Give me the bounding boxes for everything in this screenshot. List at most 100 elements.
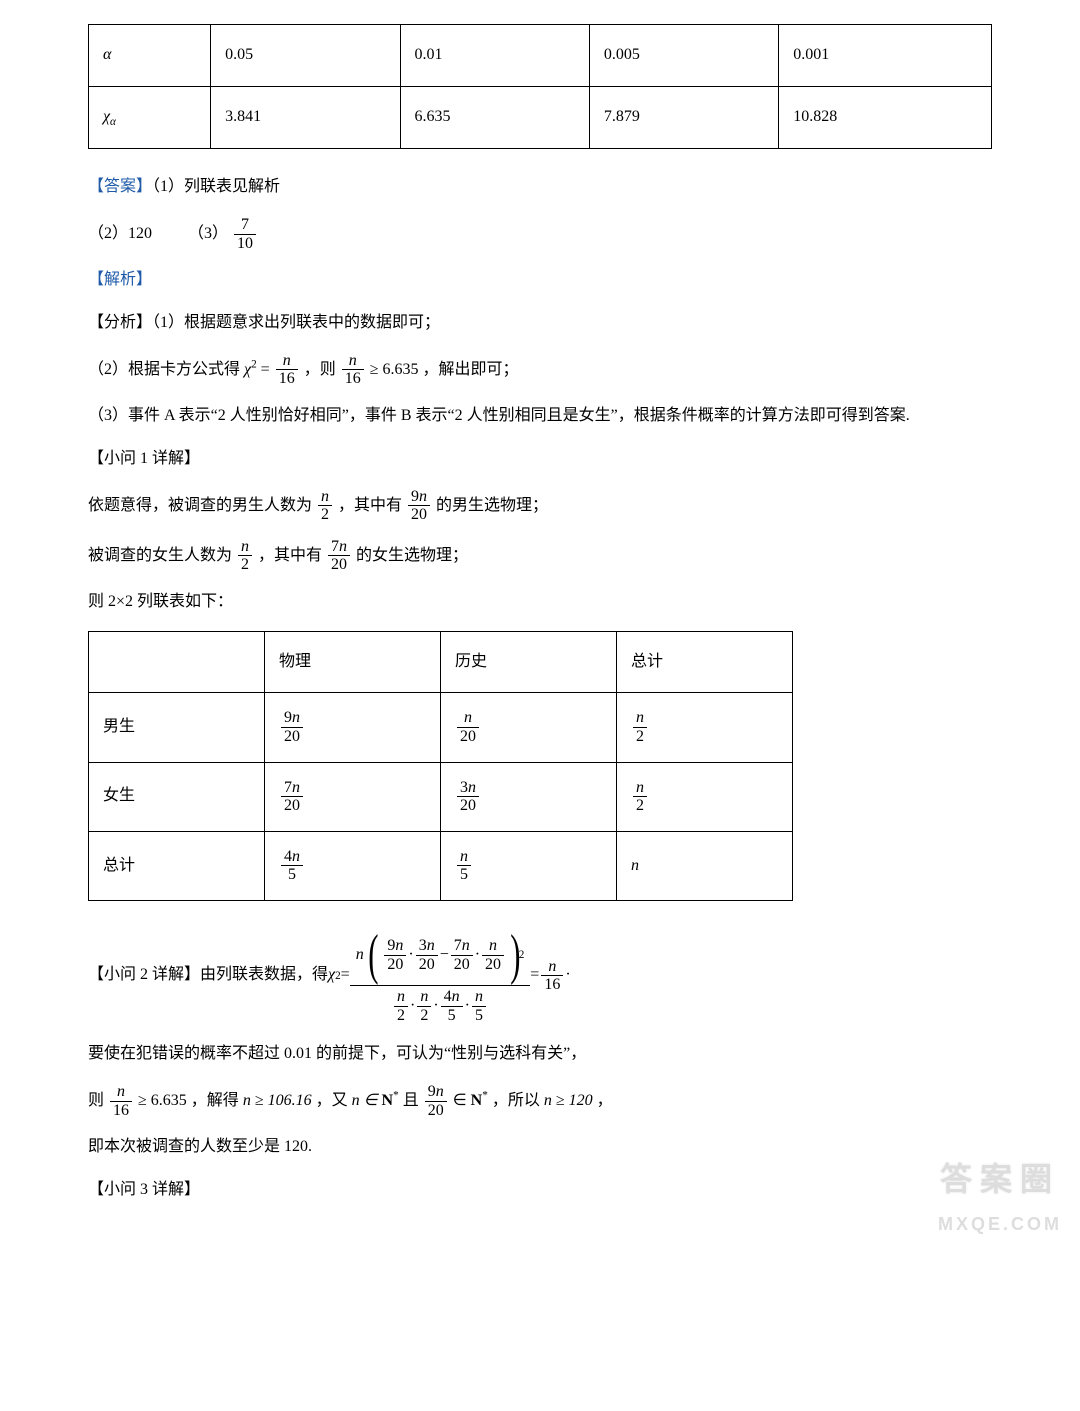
sub2-p3-b: ，解得 [191,1092,243,1109]
sq: 2 [251,358,257,370]
answer-line-1: 【答案】（1）列联表见解析 [88,173,992,202]
right-paren: ) [510,927,520,983]
header-blank [89,631,265,693]
ge-6635: ≥ 6.635 [138,1092,187,1109]
cell: 0.005 [589,25,778,87]
row-label: 女生 [89,762,265,831]
n-in-n: n ∈ [352,1092,382,1109]
table-header-row: 物理 历史 总计 [89,631,793,693]
cell-alpha-header: α [89,25,211,87]
sub2-p2: 要使在犯错误的概率不超过 0.01 的前提下，可认为“性别与选科有关”， [88,1040,992,1069]
frac-den: 20 [408,506,430,524]
comma: ， [597,1092,613,1109]
frac-den: 2 [318,506,332,524]
answer-3-fraction: 7 10 [234,216,256,252]
nat-set: N [382,1092,394,1109]
big-numerator: n ( 9n20 · 3n20 − 7n20 · n20 ) 2 [350,925,531,986]
big-denominator: n2 · n2 · 4n5 · n5 [386,986,494,1026]
frac-den: 16 [342,370,364,388]
result-n-over-16: n 16 [541,958,563,994]
alpha-chi-table: α 0.05 0.01 0.005 0.001 χα 3.841 6.635 7… [88,24,992,149]
frac-den: 20 [328,556,350,574]
table-row: α 0.05 0.01 0.005 0.001 [89,25,992,87]
sub2-p4: 即本次被调查的人数至少是 120. [88,1133,992,1162]
header-history: 历史 [441,631,617,693]
sub1-p1-a: 依题意得，被调查的男生人数为 [88,496,312,513]
cell: n20 [441,693,617,762]
frac-num: 7n [328,538,350,557]
frac-num: 7 [234,216,256,235]
sub1-p2: 被调查的女生人数为 n 2 ，其中有 7n 20 的女生选物理； [88,538,992,574]
table-row-male: 男生 9n20 n20 n2 [89,693,793,762]
sub2-title: 【小问 2 详解】 [88,961,200,990]
sub1-p2-a: 被调查的女生人数为 [88,546,232,563]
cell: 7n20 [265,762,441,831]
cell: 3.841 [211,86,400,148]
cell: 10.828 [779,86,992,148]
star: * [393,1089,399,1101]
cell: 4n5 [265,831,441,900]
sub2-p3-d: ，所以 [492,1092,544,1109]
sub2-p3-c: ，又 [316,1092,352,1109]
alpha-symbol: α [103,46,111,63]
analysis-2-pre: （2）根据卡方公式得 [88,360,240,377]
cell: n2 [617,693,793,762]
frac-num: n [342,352,364,371]
9n-over-20-b: 9n 20 [425,1083,447,1119]
analysis-intro: 【分析】（1）根据题意求出列联表中的数据即可； [88,309,992,338]
sub1-title: 【小问 1 详解】 [88,445,992,474]
header-total: 总计 [617,631,793,693]
frac-num: 9n [408,488,430,507]
sub1-p2-c: 的女生选物理； [356,546,468,563]
answer-label: 【答案】 [88,178,152,195]
answer-1-text: （1）列联表见解析 [152,178,280,195]
row-label: 男生 [89,693,265,762]
frac-num: 9n [425,1083,447,1102]
n-ge-106: n ≥ 106.16 [243,1092,312,1109]
analysis-3-text: （3）事件 A 表示“2 人性别恰好相同”，事件 B 表示“2 人性别相同且是女… [88,407,910,424]
n-over-16: n 16 [276,352,298,388]
star-2: * [482,1089,488,1101]
n-over-2: n 2 [318,488,332,524]
chi-symbol: χ [103,108,110,125]
table-row-total: 总计 4n5 n5 n [89,831,793,900]
sub1-p1: 依题意得，被调查的男生人数为 n 2 ，其中有 9n 20 的男生选物理； [88,488,992,524]
ge-text: ≥ 6.635 [370,360,419,377]
sub1-p2-b: ，其中有 [258,546,322,563]
cell: 6.635 [400,86,589,148]
cell: 7.879 [589,86,778,148]
n: n [356,941,364,970]
frac-num: n [238,538,252,557]
analysis-2-mid2: ，解出即可； [422,360,518,377]
sub1-p1-c: 的男生选物理； [436,496,548,513]
period: · [565,961,570,990]
cell: n [617,831,793,900]
cell: 0.05 [211,25,400,87]
frac-den: 2 [238,556,252,574]
equals: = [261,360,274,377]
sub2-p1: 【小问 2 详解】 由列联表数据，得 χ2 = n ( 9n20 · 3n20 … [88,925,992,1026]
answer-2: （2）120 [88,220,152,249]
cell: n2 [617,762,793,831]
answer-3-label: （3） [188,225,228,242]
cell: 0.01 [400,25,589,87]
frac-den: 10 [234,235,256,253]
cell: n5 [441,831,617,900]
sub3-title: 【小问 3 详解】 [88,1176,992,1205]
n-over-16-b: n 16 [342,352,364,388]
analysis-2-mid1: ，则 [304,360,336,377]
chi: χ [244,360,251,377]
answer-3: （3） 7 10 [188,216,258,252]
7n-over-20: 7n 20 [328,538,350,574]
equals-2: = [530,961,539,990]
left-paren: ( [368,927,378,983]
sub2-p3-a: 则 [88,1092,104,1109]
analysis-label: 【解析】 [88,266,992,295]
cell: 9n20 [265,693,441,762]
nat-set-2: N [471,1092,483,1109]
9n-over-20: 9n 20 [408,488,430,524]
alpha-subscript: α [110,116,116,128]
watermark-bottom: MXQE.COM [938,1208,1062,1240]
equals: = [341,961,350,990]
analysis-3: （3）事件 A 表示“2 人性别恰好相同”，事件 B 表示“2 人性别相同且是女… [88,402,992,431]
